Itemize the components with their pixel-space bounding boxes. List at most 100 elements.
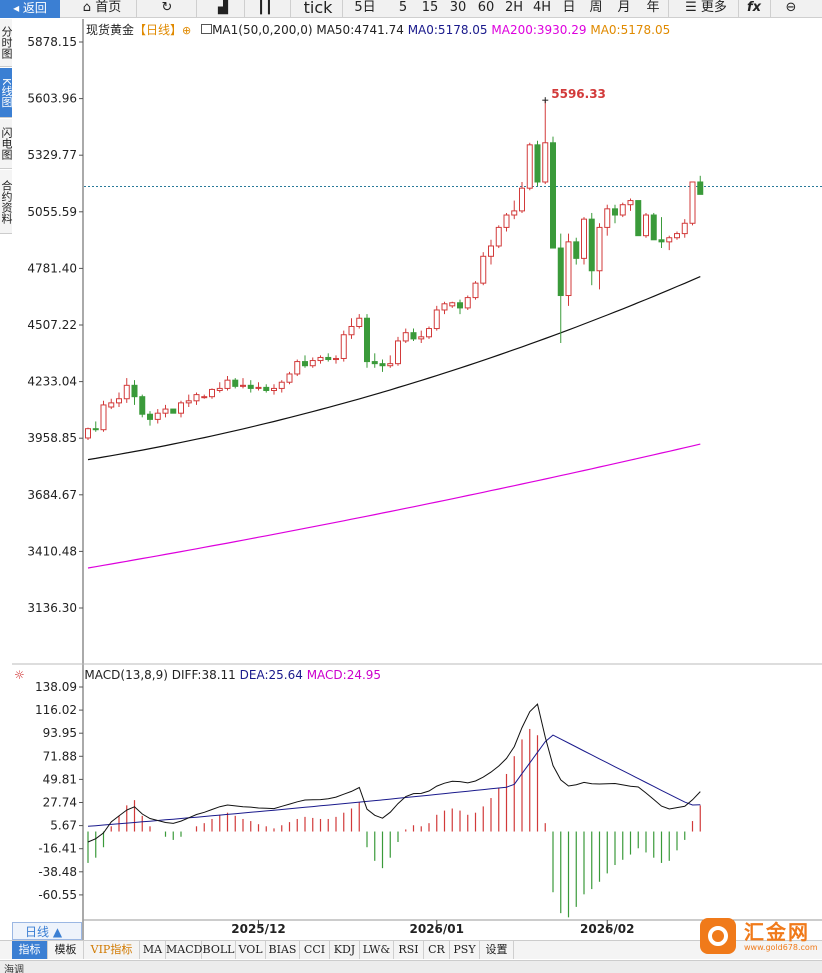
macd-y-tick-label: -60.55 — [38, 888, 77, 902]
candle-body — [418, 336, 425, 340]
candlestick-icon[interactable]: ┃┃ — [257, 0, 273, 15]
period-button-6[interactable]: 4H — [532, 0, 552, 15]
side-tab-lightning[interactable]: 闪电图 — [0, 119, 13, 169]
indicator-tab-4[interactable]: MACD — [166, 941, 202, 959]
candle-body — [689, 181, 696, 224]
candle-body — [340, 334, 347, 359]
period-button-0[interactable]: 5日 — [354, 0, 376, 15]
refresh-icon[interactable]: ↻ — [161, 0, 173, 15]
home-button[interactable]: ⌂ 首页 — [72, 0, 132, 18]
period-button-9[interactable]: 月 — [617, 0, 631, 15]
indicator-tab-2[interactable]: VIP指标 — [84, 941, 140, 959]
macd-legend: ☼ MACD(13,8,9) DIFF:38.11 DEA:25.64 MACD… — [14, 668, 381, 682]
main-legend: 现货黄金【日线】⊕ MA1(50,0,200,0) MA50:4741.74 M… — [86, 23, 670, 38]
candle-body — [511, 210, 518, 216]
indicator-tab-12[interactable]: CR — [424, 941, 450, 959]
indicator-tab-1[interactable]: 模板 — [48, 941, 84, 959]
indicator-tab-3[interactable]: MA — [140, 941, 166, 959]
candle-body — [85, 428, 91, 439]
candle-body — [364, 317, 370, 363]
indicator-tab-13[interactable]: PSY — [450, 941, 480, 959]
period-button-3[interactable]: 30 — [449, 0, 467, 15]
candle-body — [449, 302, 456, 307]
candle-body — [395, 340, 401, 365]
candle-body — [170, 408, 177, 414]
candle-body — [433, 309, 440, 330]
candle-body — [154, 412, 161, 420]
tick-button[interactable]: tick — [303, 0, 333, 17]
zoom-out-icon[interactable]: ⊖ — [785, 0, 797, 15]
diff-line — [87, 703, 701, 843]
candle-body — [317, 356, 324, 362]
candle-body — [271, 387, 277, 391]
candle-body — [147, 413, 153, 420]
indicator-tab-14[interactable]: 设置 — [480, 941, 514, 959]
candle-body — [309, 360, 316, 367]
macd-title: MACD(13,8,9) — [84, 668, 168, 682]
candle-body — [178, 402, 184, 414]
indicator-tab-9[interactable]: KDJ — [330, 941, 360, 959]
candle-body — [294, 361, 301, 375]
indicator-tab-7[interactable]: BIAS — [266, 941, 300, 959]
candle-body — [92, 428, 99, 431]
ma-indicator-icon — [201, 24, 213, 34]
candle-body — [480, 255, 487, 284]
chart-type-icon[interactable]: ▟ — [218, 0, 228, 15]
period-button-5[interactable]: 2H — [504, 0, 524, 15]
candle-body — [581, 218, 587, 259]
candle-body — [201, 396, 208, 399]
formula-button[interactable]: fx — [746, 0, 762, 15]
candle-body — [588, 218, 595, 272]
candle-body — [240, 384, 246, 387]
candle-body — [387, 363, 394, 367]
macd-y-tick-label: 71.88 — [43, 749, 77, 763]
indicator-tabs: 指标 模板 VIP指标 MA MACD BOLL VOL BIAS CCI KDJ LW& RSI CR… — [0, 940, 822, 959]
candle-body — [557, 247, 564, 297]
period-button-10[interactable]: 年 — [646, 0, 660, 15]
y-tick-label: 5878.15 — [27, 35, 77, 49]
back-button[interactable]: ◂ 返回 — [0, 0, 60, 18]
candle-body — [519, 187, 525, 212]
side-tab-timeshare[interactable]: 分时图 — [0, 19, 13, 67]
side-tab-contract-info[interactable]: 合约资料 — [0, 170, 13, 234]
high-label: 5596.33 — [551, 87, 606, 101]
indicator-tab-6[interactable]: VOL — [236, 941, 266, 959]
candle-body — [612, 208, 618, 216]
sun-icon[interactable]: ☼ — [14, 668, 25, 682]
instrument-name: 现货黄金 — [86, 23, 135, 37]
macd-y-tick-label: -38.48 — [38, 865, 77, 879]
indicator-tab-8[interactable]: CCI — [300, 941, 330, 959]
back-label: 返回 — [22, 1, 47, 15]
indicator-tab-5[interactable]: BOLL — [202, 941, 236, 959]
period-button-2[interactable]: 15 — [421, 0, 439, 15]
menu-icon: ☰ — [685, 0, 697, 15]
candle-body — [565, 241, 572, 297]
candle-body — [224, 379, 231, 389]
indicator-tab-11[interactable]: RSI — [394, 941, 424, 959]
candle-body — [542, 142, 549, 183]
indicator-tab-0[interactable]: 指标 — [12, 941, 48, 959]
candle-body — [457, 302, 463, 309]
macd-y-tick-label: 116.02 — [35, 703, 77, 717]
macd-y-tick-label: -16.41 — [38, 842, 77, 856]
candle-body — [697, 181, 704, 195]
period-button-1[interactable]: 5 — [398, 0, 408, 15]
period-button-8[interactable]: 周 — [589, 0, 603, 15]
period-selector[interactable]: 日线 ▲ — [12, 922, 82, 940]
candle-body — [596, 226, 603, 272]
candle-body — [402, 332, 409, 342]
candle-body — [100, 404, 107, 431]
settings-icon[interactable]: ⊕ — [182, 24, 192, 37]
period-button-7[interactable]: 日 — [562, 0, 576, 15]
home-icon: ⌂ — [82, 0, 92, 15]
y-tick-label: 4507.22 — [27, 318, 77, 332]
more-button[interactable]: ☰ 更多 — [676, 0, 736, 18]
macd-y-tick-label: 138.09 — [35, 680, 77, 694]
indicator-tab-10[interactable]: LW& — [360, 941, 394, 959]
period-button-4[interactable]: 60 — [477, 0, 495, 15]
candle-body — [139, 396, 146, 415]
ma0b-value: MA0:5178.05 — [590, 23, 671, 37]
y-tick-label: 3684.67 — [27, 488, 77, 502]
candle-body — [534, 144, 541, 183]
side-tab-kline[interactable]: K线图 — [0, 68, 13, 118]
